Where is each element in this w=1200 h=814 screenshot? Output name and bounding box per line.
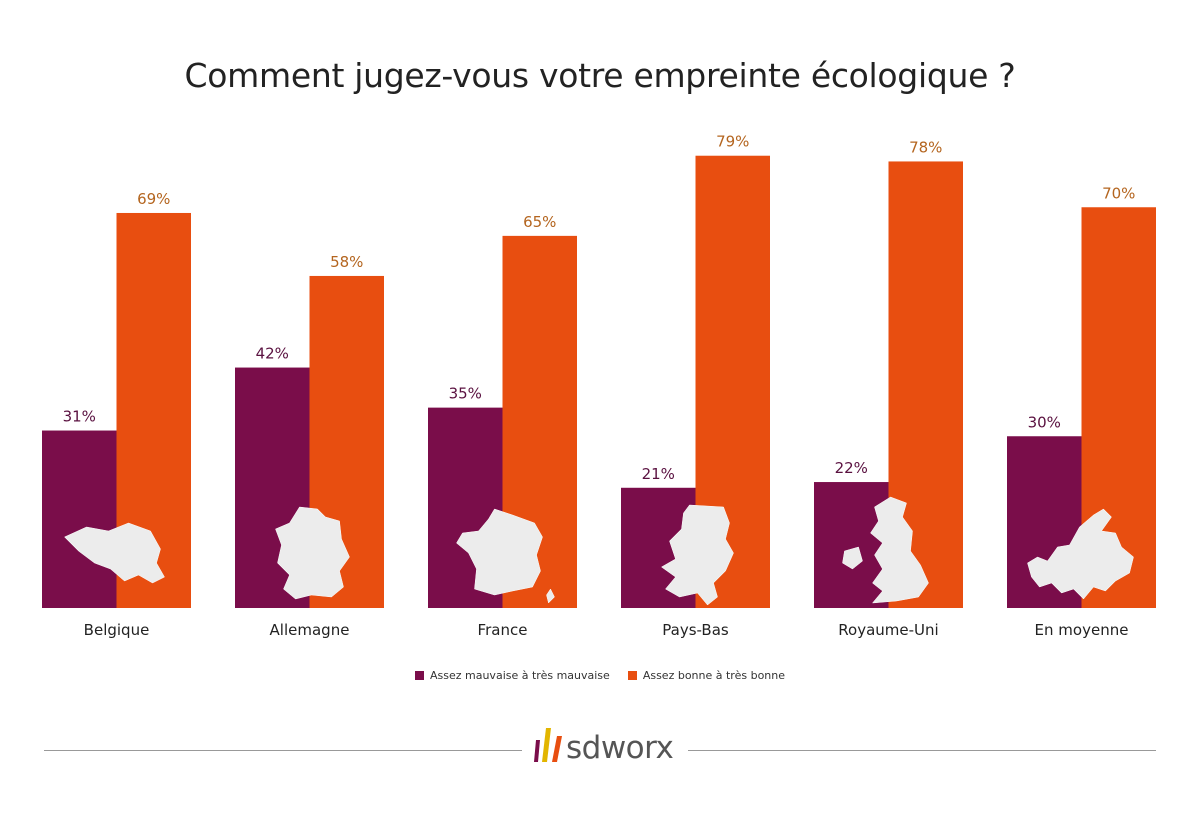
chart-title: Comment jugez-vous votre empreinte écolo… — [184, 56, 1016, 95]
category-label-4: Royaume-Uni — [838, 621, 938, 639]
bar-bad-4 — [814, 482, 889, 608]
data-label-bad-5: 30% — [1028, 413, 1061, 431]
bar-bad-0 — [42, 430, 117, 608]
data-label-bad-2: 35% — [449, 385, 482, 403]
data-label-bad-4: 22% — [835, 459, 868, 477]
data-label-bad-0: 31% — [63, 408, 96, 426]
data-label-good-1: 58% — [330, 253, 363, 271]
data-label-good-4: 78% — [909, 138, 942, 156]
data-label-good-5: 70% — [1102, 184, 1135, 202]
legend-label-bad: Assez mauvaise à très mauvaise — [429, 669, 610, 682]
sdworx-logo-text: sdworx — [566, 730, 674, 766]
data-label-bad-3: 21% — [642, 465, 675, 483]
data-label-good-3: 79% — [716, 133, 749, 151]
chart-legend: Assez mauvaise à très mauvaise Assez bon… — [0, 669, 1200, 682]
netherlands-map-icon — [661, 504, 734, 606]
footer-divider-left — [44, 750, 522, 751]
category-label-3: Pays-Bas — [662, 621, 729, 639]
europe-map-icon — [1027, 508, 1134, 600]
germany-map-icon — [275, 506, 350, 600]
united-kingdom-map-icon — [842, 496, 929, 604]
footer-divider-right — [688, 750, 1156, 751]
data-label-bad-1: 42% — [256, 345, 289, 363]
category-label-2: France — [478, 621, 528, 639]
legend-item-good: Assez bonne à très bonne — [627, 669, 786, 682]
sdworx-logo-mark-icon — [534, 728, 562, 762]
legend-label-good: Assez bonne à très bonne — [642, 669, 786, 682]
belgium-map-icon — [64, 522, 165, 584]
legend-item-bad: Assez mauvaise à très mauvaise — [414, 669, 610, 682]
category-label-0: Belgique — [84, 621, 150, 639]
legend-swatch-bad — [414, 671, 424, 680]
data-label-good-0: 69% — [137, 190, 170, 208]
legend-swatch-good — [627, 671, 637, 680]
sdworx-logo: sdworx — [526, 720, 686, 774]
data-label-good-2: 65% — [523, 213, 556, 231]
france-map-icon — [456, 508, 555, 604]
category-label-5: En moyenne — [1035, 621, 1129, 639]
category-label-1: Allemagne — [270, 621, 350, 639]
